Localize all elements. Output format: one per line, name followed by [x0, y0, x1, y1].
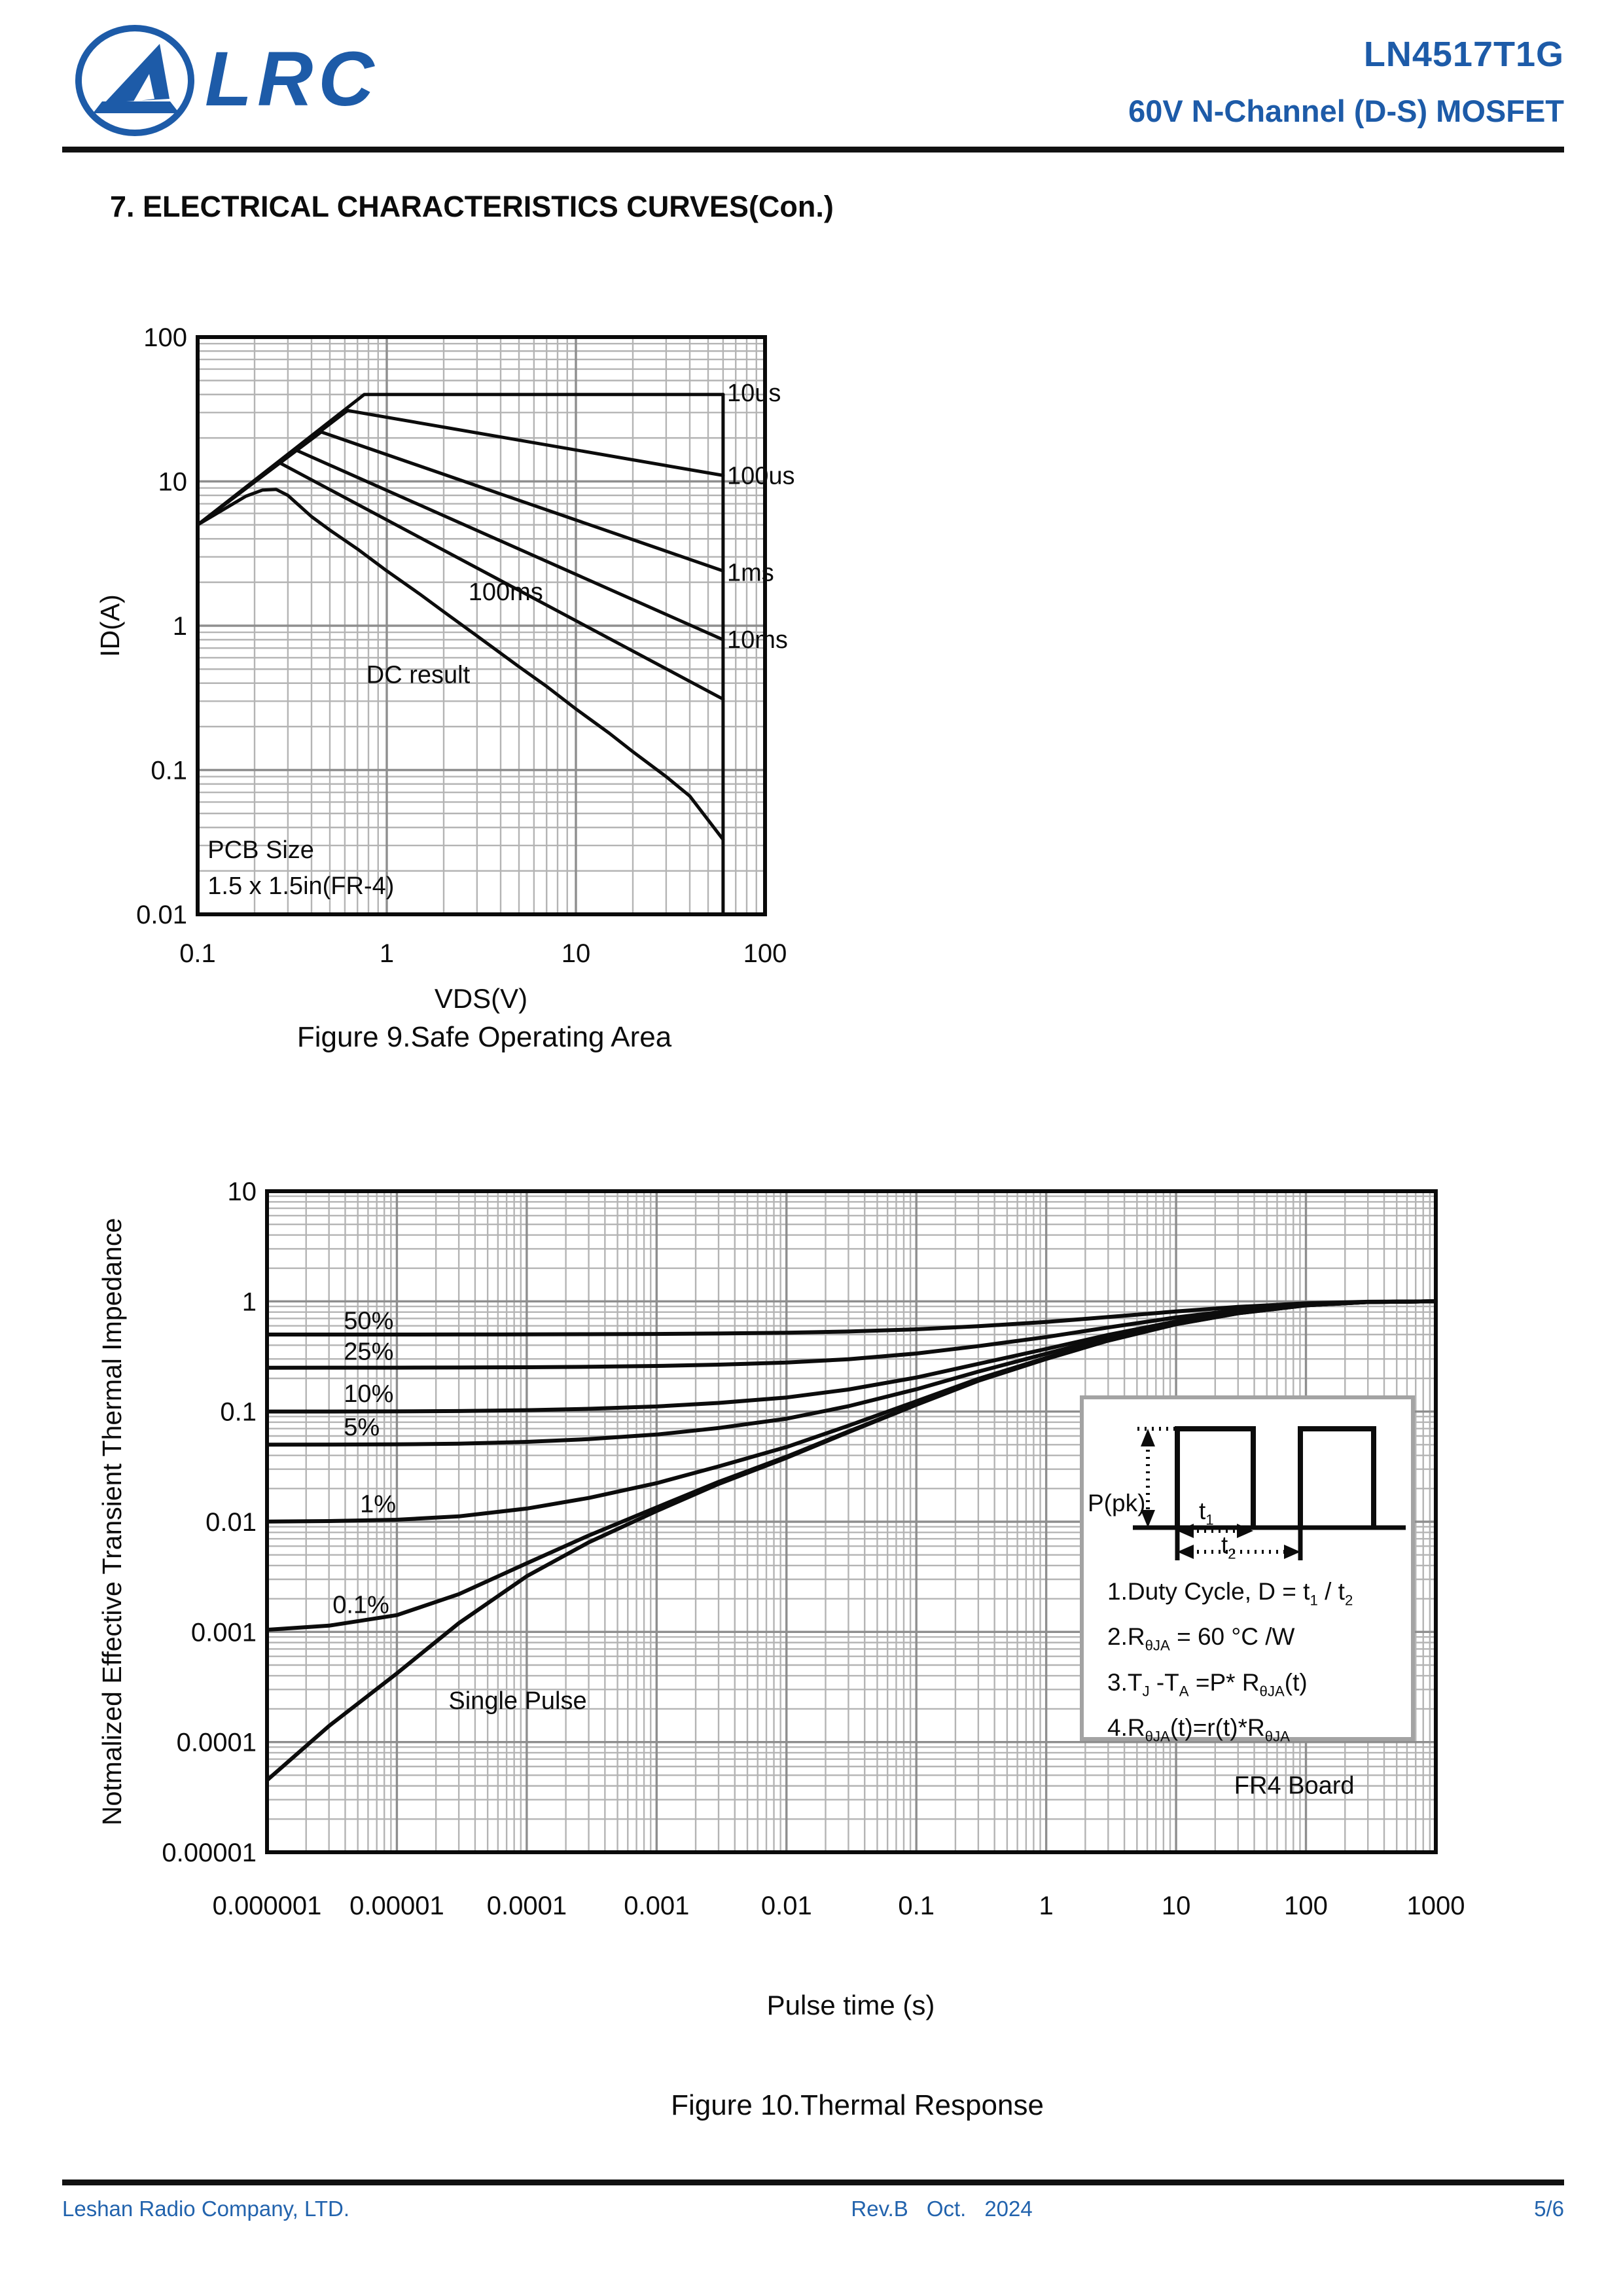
- y-tick-label: 0.01: [136, 901, 187, 929]
- curve-label-dc-result: DC result: [366, 662, 471, 689]
- x-tick-label: 100: [1284, 1892, 1328, 1920]
- x-tick-label: 0.1: [179, 939, 216, 968]
- curve-label-100us: 100us: [727, 462, 795, 490]
- curve-1ms: [196, 430, 725, 573]
- y-tick-label: 1: [173, 612, 187, 641]
- y-tick-label: 10: [228, 1177, 257, 1206]
- y-axis-label: ID(A): [95, 594, 125, 657]
- curve-label-1%: 1%: [360, 1491, 396, 1518]
- curve-label-5%: 5%: [344, 1414, 380, 1441]
- lrc-logo-mark: [75, 25, 194, 136]
- x-tick-label: 0.001: [624, 1892, 689, 1920]
- logo-text: LRC: [205, 36, 380, 122]
- x-axis-label: Pulse time (s): [767, 1990, 935, 2020]
- x-tick-label: 0.0001: [487, 1892, 567, 1920]
- inset-box: P(pk) t1 t2 1.Duty Cycle, D = t1 / t2 2.…: [1080, 1395, 1415, 1745]
- curve-label-50%: 50%: [344, 1308, 393, 1335]
- tick-labels: 0.1 1 10 100 100 10 1 0.1 0.01: [136, 323, 787, 968]
- inset-note: 4.RθJA(t)=r(t)*RθJA: [1107, 1714, 1290, 1745]
- x-tick-label: 0.01: [761, 1892, 812, 1920]
- figure10-caption: Figure 10.Thermal Response: [671, 2089, 1044, 2121]
- y-tick-label: 0.01: [205, 1508, 257, 1537]
- footer-company: Leshan Radio Company, LTD.: [62, 2197, 350, 2221]
- curve-label-1.5-x-1.5in-fr-4-: 1.5 x 1.5in(FR-4): [207, 872, 394, 900]
- tick-labels: 0.000001 0.00001 0.0001 0.001 0.01 0.1 1 10 100 1…: [162, 1177, 1465, 1920]
- curve-label-0.1%: 0.1%: [332, 1592, 389, 1619]
- curve-label-10ms: 10ms: [727, 626, 788, 654]
- curve-label-100ms: 100ms: [469, 579, 543, 606]
- grid-layer: [198, 337, 765, 914]
- curve-10us: [196, 393, 725, 527]
- x-tick-label: 1000: [1407, 1892, 1465, 1920]
- footer-rule: [62, 2179, 1564, 2185]
- curve-label-10us: 10us: [727, 380, 781, 407]
- inset-notes: 1.Duty Cycle, D = t1 / t2 2.RθJA = 60 °C…: [1107, 1573, 1353, 1755]
- curve-dc: [196, 488, 725, 842]
- y-tick-label: 0.1: [220, 1398, 257, 1427]
- product-subtitle: 60V N-Channel (D-S) MOSFET: [1128, 94, 1564, 128]
- footer-revision: Rev.B Oct. 2024: [851, 2197, 1033, 2221]
- inset-note: 1.Duty Cycle, D = t1 / t2: [1107, 1578, 1353, 1609]
- y-axis-label: Notmalized Effective Transient Thermal I…: [97, 1218, 127, 1825]
- t1-label: t1: [1199, 1498, 1214, 1528]
- x-tick-label: 0.000001: [213, 1892, 322, 1920]
- curve-100ms: [196, 461, 725, 701]
- curves-layer: [265, 1299, 1438, 1782]
- x-tick-label: 0.1: [898, 1892, 935, 1920]
- curve-label-single-pulse: Single Pulse: [448, 1687, 586, 1715]
- y-tick-label: 10: [158, 468, 188, 497]
- curve-label-pcb-size: PCB Size: [207, 836, 314, 864]
- x-axis-label: VDS(V): [435, 983, 527, 1014]
- x-tick-label: 10: [562, 939, 591, 968]
- header-rule: [62, 147, 1564, 152]
- section-title: 7. ELECTRICAL CHARACTERISTICS CURVES(Con…: [110, 190, 834, 223]
- x-tick-label: 100: [743, 939, 787, 968]
- inset-note: 2.RθJA = 60 °C /W: [1107, 1623, 1295, 1654]
- x-tick-label: 10: [1162, 1892, 1191, 1920]
- x-tick-label: 1: [1039, 1892, 1053, 1920]
- header-logo: LRC: [71, 23, 437, 141]
- y-tick-label: 0.00001: [162, 1839, 257, 1867]
- p-pk-label: P(pk): [1088, 1490, 1146, 1516]
- curve-label-25%: 25%: [344, 1338, 393, 1366]
- pulse-waveform: [1133, 1426, 1406, 1560]
- inset-note: 3.TJ -TA =P* RθJA(t): [1107, 1668, 1308, 1700]
- curve-label-10%: 10%: [344, 1380, 393, 1408]
- curve-100us: [196, 408, 725, 527]
- x-tick-label: 1: [380, 939, 394, 968]
- plot-border: [196, 335, 767, 916]
- curve-50%: [265, 1299, 1438, 1336]
- curves-layer: [196, 393, 725, 916]
- part-number: LN4517T1G: [1363, 35, 1564, 74]
- y-tick-label: 1: [242, 1287, 257, 1316]
- y-tick-label: 0.1: [151, 757, 187, 785]
- y-tick-label: 0.001: [191, 1618, 257, 1647]
- footer: Leshan Radio Company, LTD. Rev.B Oct. 2024…: [62, 2197, 1564, 2221]
- y-tick-label: 100: [143, 323, 187, 352]
- figure9-caption: Figure 9.Safe Operating Area: [296, 1021, 672, 1053]
- footer-page-number: 5/6: [1534, 2197, 1564, 2221]
- y-tick-label: 0.0001: [177, 1729, 257, 1757]
- curve-single-pulse: [265, 1299, 1438, 1782]
- curve-label-1ms: 1ms: [727, 559, 774, 586]
- curve-label-fr4-board: FR4 Board: [1234, 1772, 1355, 1800]
- x-tick-label: 0.00001: [349, 1892, 444, 1920]
- t2-label: t2: [1221, 1532, 1236, 1562]
